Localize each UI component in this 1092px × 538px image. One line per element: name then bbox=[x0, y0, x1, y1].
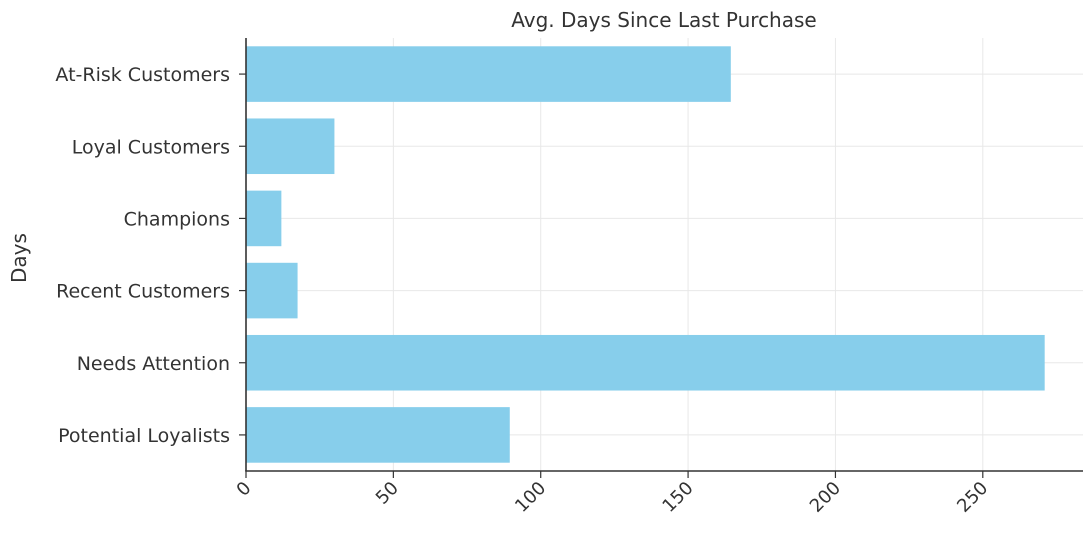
bars bbox=[246, 46, 1045, 463]
chart-title: Avg. Days Since Last Purchase bbox=[511, 8, 816, 32]
bar bbox=[246, 46, 731, 102]
category-label: Recent Customers bbox=[56, 281, 230, 303]
x-tick-label: 200 bbox=[806, 478, 845, 517]
category-label: Potential Loyalists bbox=[58, 425, 230, 447]
x-tick-label: 50 bbox=[372, 478, 403, 509]
bar bbox=[246, 262, 298, 319]
category-label: Champions bbox=[124, 208, 230, 230]
x-tick-label: 150 bbox=[658, 478, 697, 517]
axes bbox=[245, 38, 1083, 472]
bar bbox=[246, 118, 335, 175]
category-label: Needs Attention bbox=[77, 353, 230, 375]
category-label: At-Risk Customers bbox=[55, 64, 230, 86]
x-tick-label: 250 bbox=[953, 478, 992, 517]
category-label: Loyal Customers bbox=[72, 136, 230, 158]
bar bbox=[246, 407, 510, 463]
x-tick-label: 0 bbox=[233, 478, 256, 501]
x-tick-label: 100 bbox=[511, 478, 550, 517]
y-axis-label: Days bbox=[7, 233, 31, 283]
grid bbox=[246, 38, 1083, 471]
bar bbox=[246, 190, 282, 247]
bar bbox=[246, 334, 1045, 391]
